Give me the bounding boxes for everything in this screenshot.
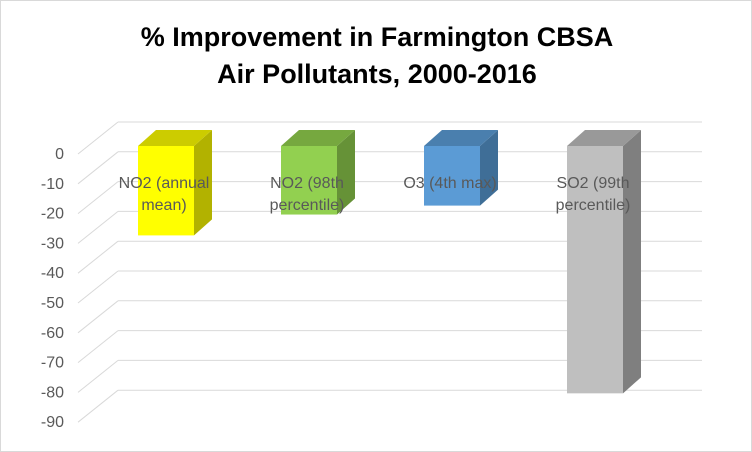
category-label: NO2 (annual — [119, 175, 210, 192]
y-tick-label: 0 — [55, 146, 64, 163]
category-label: NO2 (98th — [270, 175, 344, 192]
y-tick-label: -10 — [41, 176, 64, 193]
chart-title-line-2: Air Pollutants, 2000-2016 — [217, 59, 537, 89]
gridline-diagonal — [77, 389, 119, 423]
y-axis-ticks: 0 -10 -20 -30 -40 -50 -60 -70 -80 -90 — [41, 146, 64, 431]
category-label: percentile) — [270, 197, 345, 214]
bar-top — [281, 130, 355, 146]
bar — [281, 146, 337, 215]
y-tick-label: -80 — [41, 384, 64, 401]
bar — [567, 146, 623, 394]
bars — [138, 130, 641, 394]
gridline-diagonal — [77, 360, 119, 393]
y-tick-label: -30 — [41, 235, 64, 252]
gridline-diagonal — [77, 211, 119, 244]
bar-top — [424, 130, 498, 146]
bar — [424, 146, 480, 206]
gridline-diagonal — [77, 330, 119, 363]
y-tick-label: -90 — [41, 414, 64, 431]
y-tick-label: -40 — [41, 265, 64, 282]
bar-side — [337, 130, 355, 215]
gridline-diagonal — [77, 300, 119, 334]
gridline-diagonal — [77, 121, 119, 155]
bar-side — [194, 130, 212, 236]
category-labels: NO2 (annual mean) NO2 (98th percentile) O3 (… — [119, 175, 631, 214]
y-tick-label: -20 — [41, 206, 64, 223]
y-tick-label: -70 — [41, 355, 64, 372]
bar-top — [567, 130, 641, 146]
category-label: SO2 (99th — [557, 175, 630, 192]
gridline-diagonal — [77, 270, 119, 304]
category-label: O3 (4th max) — [403, 175, 496, 192]
gridline-diagonal — [77, 151, 119, 185]
gridline-diagonal — [77, 181, 119, 214]
bar-side — [480, 130, 498, 206]
chart-title-line-1: % Improvement in Farmington CBSA — [140, 22, 614, 52]
y-tick-label: -60 — [41, 325, 64, 342]
bar — [138, 146, 194, 236]
bar-top — [138, 130, 212, 146]
bar-side — [623, 130, 641, 394]
category-label: percentile) — [556, 197, 631, 214]
y-tick-label: -50 — [41, 295, 64, 312]
category-label: mean) — [141, 197, 186, 214]
gridline-diagonal — [77, 240, 119, 274]
